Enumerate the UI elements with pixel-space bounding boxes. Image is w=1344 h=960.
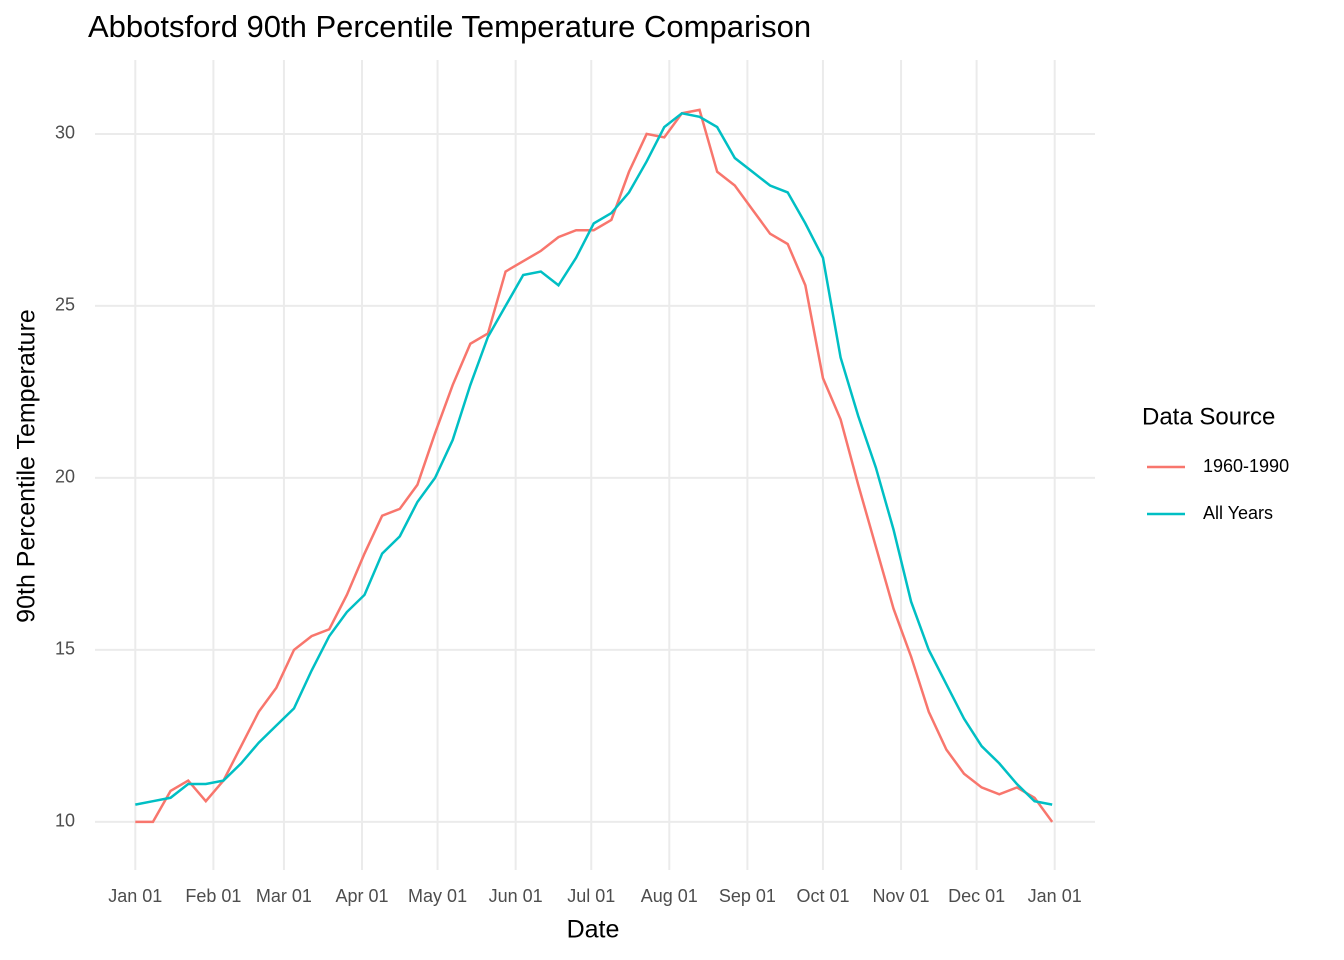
y-tick-label: 20: [55, 467, 75, 487]
data-line: [135, 111, 1053, 806]
x-axis-title: Date: [567, 916, 620, 944]
x-tick-label: Mar 01: [256, 886, 312, 906]
chart-title: Abbotsford 90th Percentile Temperature C…: [88, 9, 811, 44]
y-axis-title: 90th Percentile Temperature: [13, 309, 41, 623]
x-tick-label: Jan 01: [1028, 886, 1082, 906]
x-tick-label: May 01: [408, 886, 467, 906]
x-tick-label: Jan 01: [108, 886, 162, 906]
x-tick-label: Apr 01: [335, 886, 388, 906]
y-tick-label: 10: [55, 811, 75, 831]
y-tick-label: 15: [55, 639, 75, 659]
legend-label: 1960-1990: [1203, 456, 1289, 476]
legend-label: All Years: [1203, 503, 1273, 523]
data-line: [135, 108, 1054, 824]
x-tick-label: Sep 01: [719, 886, 776, 906]
x-tick-label: Oct 01: [796, 886, 849, 906]
y-tick-label: 25: [55, 295, 75, 315]
y-tick-label: 30: [55, 123, 75, 143]
x-tick-label: Jun 01: [489, 886, 543, 906]
x-tick-label: Nov 01: [873, 886, 930, 906]
x-tick-label: Feb 01: [185, 886, 241, 906]
x-tick-label: Aug 01: [641, 886, 698, 906]
x-tick-label: Dec 01: [948, 886, 1005, 906]
legend-title: Data Source: [1142, 403, 1275, 430]
x-tick-label: Jul 01: [567, 886, 615, 906]
